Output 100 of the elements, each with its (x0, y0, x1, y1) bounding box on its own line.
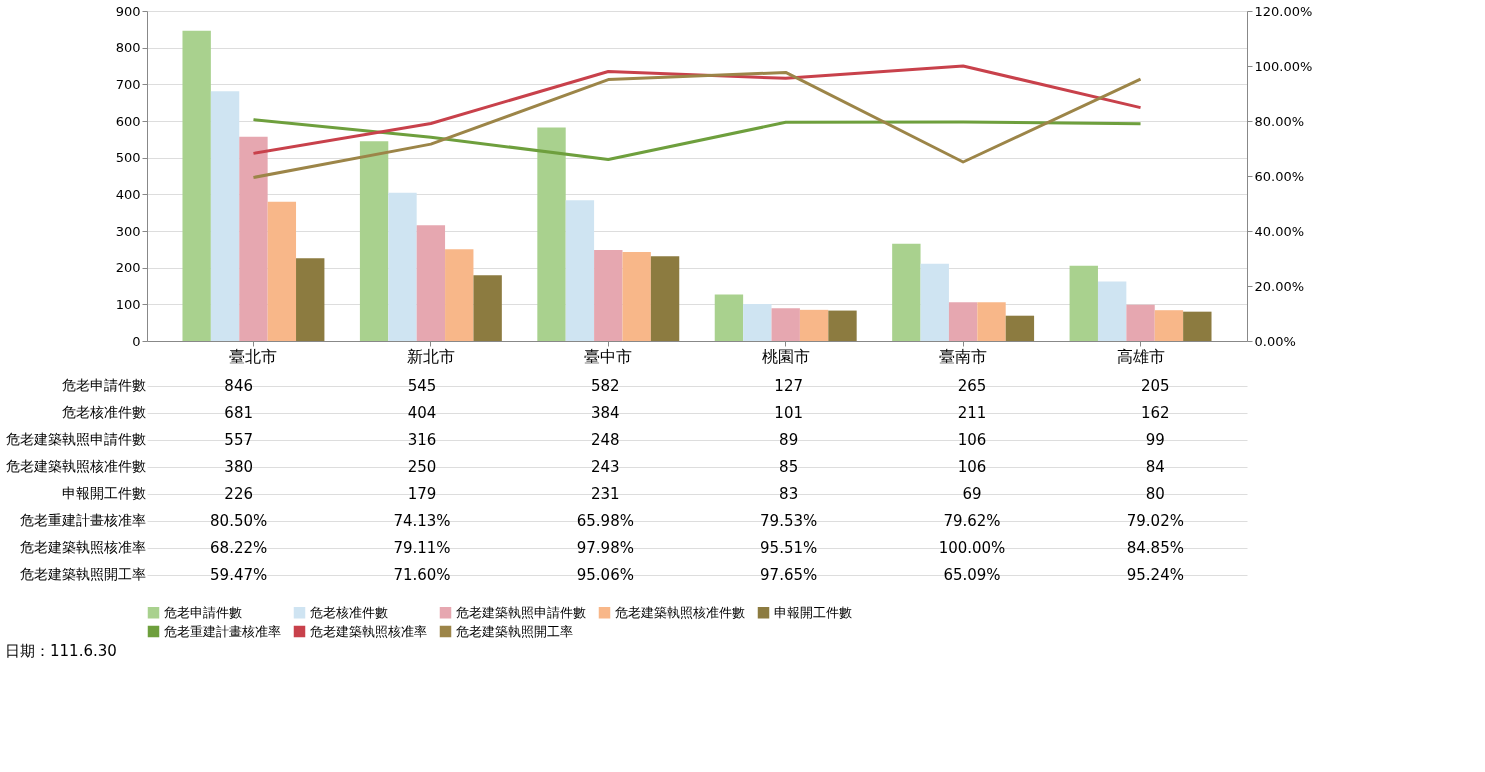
bar (445, 249, 474, 341)
data-label: 71.60% (393, 565, 451, 584)
bar (799, 309, 829, 341)
data-label: 68.22% (210, 538, 268, 557)
bar (594, 250, 623, 341)
bar (714, 294, 744, 341)
legend-label: 危老建築執照核准率 (310, 623, 427, 639)
data-label: 248 (591, 430, 620, 449)
data-label: 97.65% (760, 565, 818, 584)
data-label: 545 (407, 376, 437, 395)
data-label: 84 (1145, 457, 1165, 476)
bar (892, 243, 921, 341)
data-label: 380 (224, 457, 253, 476)
data-label: 79.02% (1126, 511, 1184, 530)
text: 危老建築執照開工率 (19, 566, 146, 582)
y-tick-label: 500 (115, 150, 141, 166)
text: 危老核准件數 (61, 404, 146, 420)
y2-tick-label: 60.00% (1254, 168, 1305, 184)
y-tick-label: 800 (115, 40, 141, 56)
bar (239, 136, 268, 341)
y-tick-label: 700 (115, 76, 141, 92)
y-tick-label: 900 (115, 3, 141, 19)
data-label: 79.11% (393, 538, 451, 557)
bar (977, 302, 1006, 341)
text: 日期：111.6.30 (5, 642, 117, 660)
data-label: 205 (1141, 376, 1170, 395)
data-label: 83 (779, 484, 799, 503)
y-tick-label: 100 (115, 296, 141, 312)
legend-label: 危老重建計畫核准率 (164, 623, 281, 639)
data-label: 127 (774, 376, 803, 395)
y2-tick-label: 80.00% (1254, 113, 1305, 129)
bar (650, 256, 680, 341)
x-tick-label: 臺中市 (584, 346, 633, 366)
data-label: 226 (224, 484, 253, 503)
bar (182, 30, 211, 341)
bar (622, 251, 651, 341)
data-label: 100.00% (938, 538, 1006, 557)
data-label: 59.47% (210, 565, 268, 584)
data-label: 404 (407, 403, 437, 422)
bar (828, 310, 857, 341)
bar (771, 308, 800, 341)
bar (537, 127, 566, 341)
legend-label: 申報開工件數 (774, 604, 852, 620)
x-tick-label: 桃園市 (761, 346, 810, 366)
y-tick-label: 300 (115, 223, 141, 239)
data-label: 85 (779, 457, 799, 476)
data-label: 316 (407, 430, 437, 449)
y2-tick-label: 100.00% (1254, 58, 1313, 74)
legend-label: 危老申請件數 (164, 604, 242, 620)
data-label: 162 (1141, 403, 1170, 422)
text: 危老建築執照核准件數 (5, 458, 146, 474)
bar (565, 200, 595, 341)
bar (267, 201, 297, 341)
x-tick-label: 高雄市 (1116, 346, 1165, 366)
data-label: 243 (591, 457, 620, 476)
y2-tick-label: 120.00% (1254, 3, 1313, 19)
x-tick-label: 新北市 (406, 346, 455, 366)
data-label: 582 (591, 376, 620, 395)
data-label: 95.06% (576, 565, 634, 584)
data-label: 250 (407, 457, 437, 476)
data-label: 557 (224, 430, 253, 449)
bar (948, 302, 978, 341)
bar (1183, 311, 1212, 341)
legend-label: 危老建築執照開工率 (456, 623, 573, 639)
data-label: 65.09% (943, 565, 1001, 584)
data-label: 97.98% (576, 538, 634, 557)
bar (920, 263, 949, 341)
bar (1005, 315, 1035, 341)
bar (210, 91, 240, 341)
text: 危老重建計畫核准率 (19, 512, 146, 528)
data-label: 95.51% (760, 538, 818, 557)
data-label: 265 (957, 376, 987, 395)
y-tick-label: 600 (115, 113, 141, 129)
text: 危老建築執照核准率 (19, 539, 146, 555)
data-label: 101 (774, 403, 803, 422)
text: 危老申請件數 (61, 377, 146, 393)
bar (388, 192, 417, 341)
data-label: 80 (1145, 484, 1165, 503)
data-label: 211 (957, 403, 987, 422)
bar (1126, 304, 1155, 341)
data-label: 95.24% (1126, 565, 1184, 584)
bar (416, 225, 446, 341)
y-tick-label: 0 (132, 333, 141, 349)
bar (743, 303, 772, 341)
data-label: 69 (962, 484, 982, 503)
y-tick-label: 400 (115, 186, 141, 202)
bar (1154, 310, 1184, 341)
x-tick-label: 臺南市 (939, 346, 988, 366)
bar (359, 141, 389, 341)
line-series (251, 64, 1143, 155)
data-label: 681 (224, 403, 253, 422)
bar (296, 258, 325, 341)
data-label: 231 (591, 484, 620, 503)
data-label: 65.98% (576, 511, 634, 530)
data-label: 79.53% (760, 511, 818, 530)
y2-tick-label: 0.00% (1254, 333, 1296, 349)
data-label: 79.62% (943, 511, 1001, 530)
bar (1069, 265, 1098, 341)
y-tick-label: 200 (115, 260, 141, 276)
data-label: 84.85% (1126, 538, 1184, 557)
